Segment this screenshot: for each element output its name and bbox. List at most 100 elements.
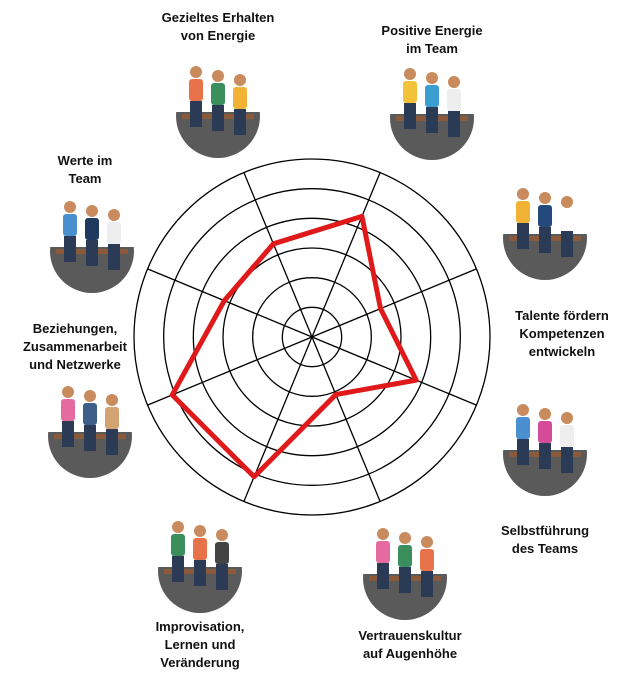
person-body bbox=[398, 545, 412, 567]
person-legs bbox=[62, 421, 74, 447]
spoke bbox=[311, 336, 477, 406]
spoke bbox=[243, 172, 313, 338]
person-legs bbox=[212, 105, 224, 131]
person-legs bbox=[517, 223, 529, 249]
spoke bbox=[311, 172, 381, 338]
category-label: Vertrauenskultur auf Augenhöhe bbox=[358, 628, 462, 661]
person-head bbox=[399, 532, 411, 544]
person-body bbox=[171, 534, 185, 556]
person-head bbox=[84, 390, 96, 402]
person-legs bbox=[106, 429, 118, 455]
person-head bbox=[421, 536, 433, 548]
person-legs bbox=[399, 567, 411, 593]
person-legs bbox=[216, 564, 228, 590]
person-legs bbox=[517, 439, 529, 465]
person-legs bbox=[426, 107, 438, 133]
grid-ring bbox=[252, 277, 372, 397]
person-head bbox=[62, 386, 74, 398]
person-body bbox=[447, 89, 461, 111]
person-body bbox=[85, 218, 99, 240]
category-label: Beziehungen, Zusammenarbeit und Netzwerk… bbox=[22, 321, 128, 372]
person-body bbox=[105, 407, 119, 429]
spoke bbox=[147, 268, 313, 338]
person-legs bbox=[86, 240, 98, 266]
illustration bbox=[172, 50, 264, 158]
person-head bbox=[190, 66, 202, 78]
category-label: Werte im Team bbox=[57, 153, 113, 186]
illustration bbox=[44, 370, 136, 478]
person-head bbox=[212, 70, 224, 82]
person-head bbox=[561, 412, 573, 424]
person-head bbox=[404, 68, 416, 80]
person-legs bbox=[190, 101, 202, 127]
person-legs bbox=[404, 103, 416, 129]
illustration bbox=[154, 505, 246, 613]
person-head bbox=[108, 209, 120, 221]
person-body bbox=[516, 201, 530, 223]
category-label: Gezieltes Erhalten von Energie bbox=[161, 10, 275, 43]
spoke bbox=[311, 268, 477, 338]
person-head bbox=[172, 521, 184, 533]
illustration bbox=[46, 185, 138, 293]
person-body bbox=[560, 209, 574, 231]
person-head bbox=[448, 76, 460, 88]
person-body bbox=[233, 87, 247, 109]
person-body bbox=[403, 81, 417, 103]
person-legs bbox=[539, 227, 551, 253]
category-label: Improvisation, Lernen und Veränderung bbox=[155, 619, 245, 670]
person-body bbox=[538, 421, 552, 443]
person-body bbox=[83, 403, 97, 425]
person-legs bbox=[561, 447, 573, 473]
person-legs bbox=[421, 571, 433, 597]
person-body bbox=[189, 79, 203, 101]
person-legs bbox=[448, 111, 460, 137]
person-body bbox=[61, 399, 75, 421]
grid-ring bbox=[163, 188, 461, 486]
person-head bbox=[539, 408, 551, 420]
illustration bbox=[359, 512, 451, 620]
person-legs bbox=[172, 556, 184, 582]
illustration bbox=[386, 52, 478, 160]
person-head bbox=[377, 528, 389, 540]
person-head bbox=[517, 404, 529, 416]
person-body bbox=[211, 83, 225, 105]
person-head bbox=[517, 188, 529, 200]
person-head bbox=[426, 72, 438, 84]
category-label: Selbstführung des Teams bbox=[500, 523, 590, 556]
grid-ring bbox=[281, 306, 343, 368]
person-body bbox=[560, 425, 574, 447]
person-head bbox=[64, 201, 76, 213]
grid-ring bbox=[222, 247, 402, 427]
person-legs bbox=[84, 425, 96, 451]
person-body bbox=[193, 538, 207, 560]
person-body bbox=[538, 205, 552, 227]
person-head bbox=[106, 394, 118, 406]
person-head bbox=[234, 74, 246, 86]
person-head bbox=[561, 196, 573, 208]
person-legs bbox=[194, 560, 206, 586]
person-body bbox=[63, 214, 77, 236]
grid-ring bbox=[133, 158, 491, 516]
person-head bbox=[539, 192, 551, 204]
person-legs bbox=[377, 563, 389, 589]
person-body bbox=[425, 85, 439, 107]
person-head bbox=[86, 205, 98, 217]
category-label: Positive Energie im Team bbox=[381, 23, 483, 56]
person-body bbox=[516, 417, 530, 439]
person-body bbox=[420, 549, 434, 571]
person-legs bbox=[234, 109, 246, 135]
grid-ring bbox=[192, 217, 432, 457]
person-legs bbox=[539, 443, 551, 469]
person-body bbox=[215, 542, 229, 564]
category-label: Talente fördern Kompetenzen entwickeln bbox=[515, 308, 609, 359]
illustration bbox=[499, 172, 591, 280]
person-body bbox=[107, 222, 121, 244]
person-head bbox=[216, 529, 228, 541]
person-legs bbox=[561, 231, 573, 257]
series-line bbox=[169, 213, 419, 480]
person-legs bbox=[64, 236, 76, 262]
person-head bbox=[194, 525, 206, 537]
person-body bbox=[376, 541, 390, 563]
